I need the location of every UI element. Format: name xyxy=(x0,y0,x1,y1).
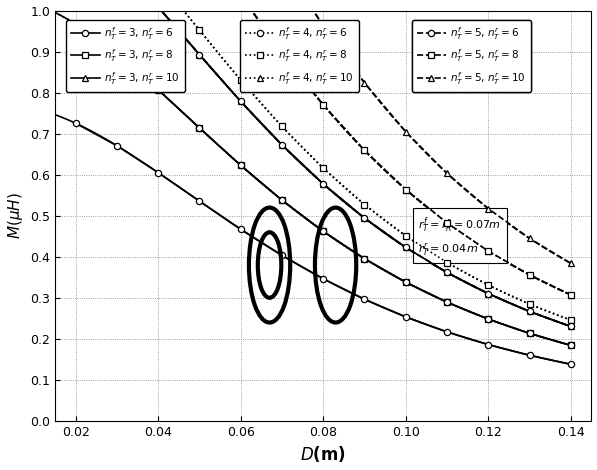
Y-axis label: $M(\mu H)$: $M(\mu H)$ xyxy=(5,192,24,239)
Text: $r_T^f=r_R^r=0.07m$
$r_T^r=0.04m$: $r_T^f=r_R^r=0.07m$ $r_T^r=0.04m$ xyxy=(418,215,501,258)
X-axis label: $D$(m): $D$(m) xyxy=(300,445,346,464)
Legend: $n_T^f=5$, $n_T^r=6$, $n_T^f=5$, $n_T^r=8$, $n_T^f=5$, $n_T^r=10$: $n_T^f=5$, $n_T^r=6$, $n_T^f=5$, $n_T^r=… xyxy=(411,20,531,92)
